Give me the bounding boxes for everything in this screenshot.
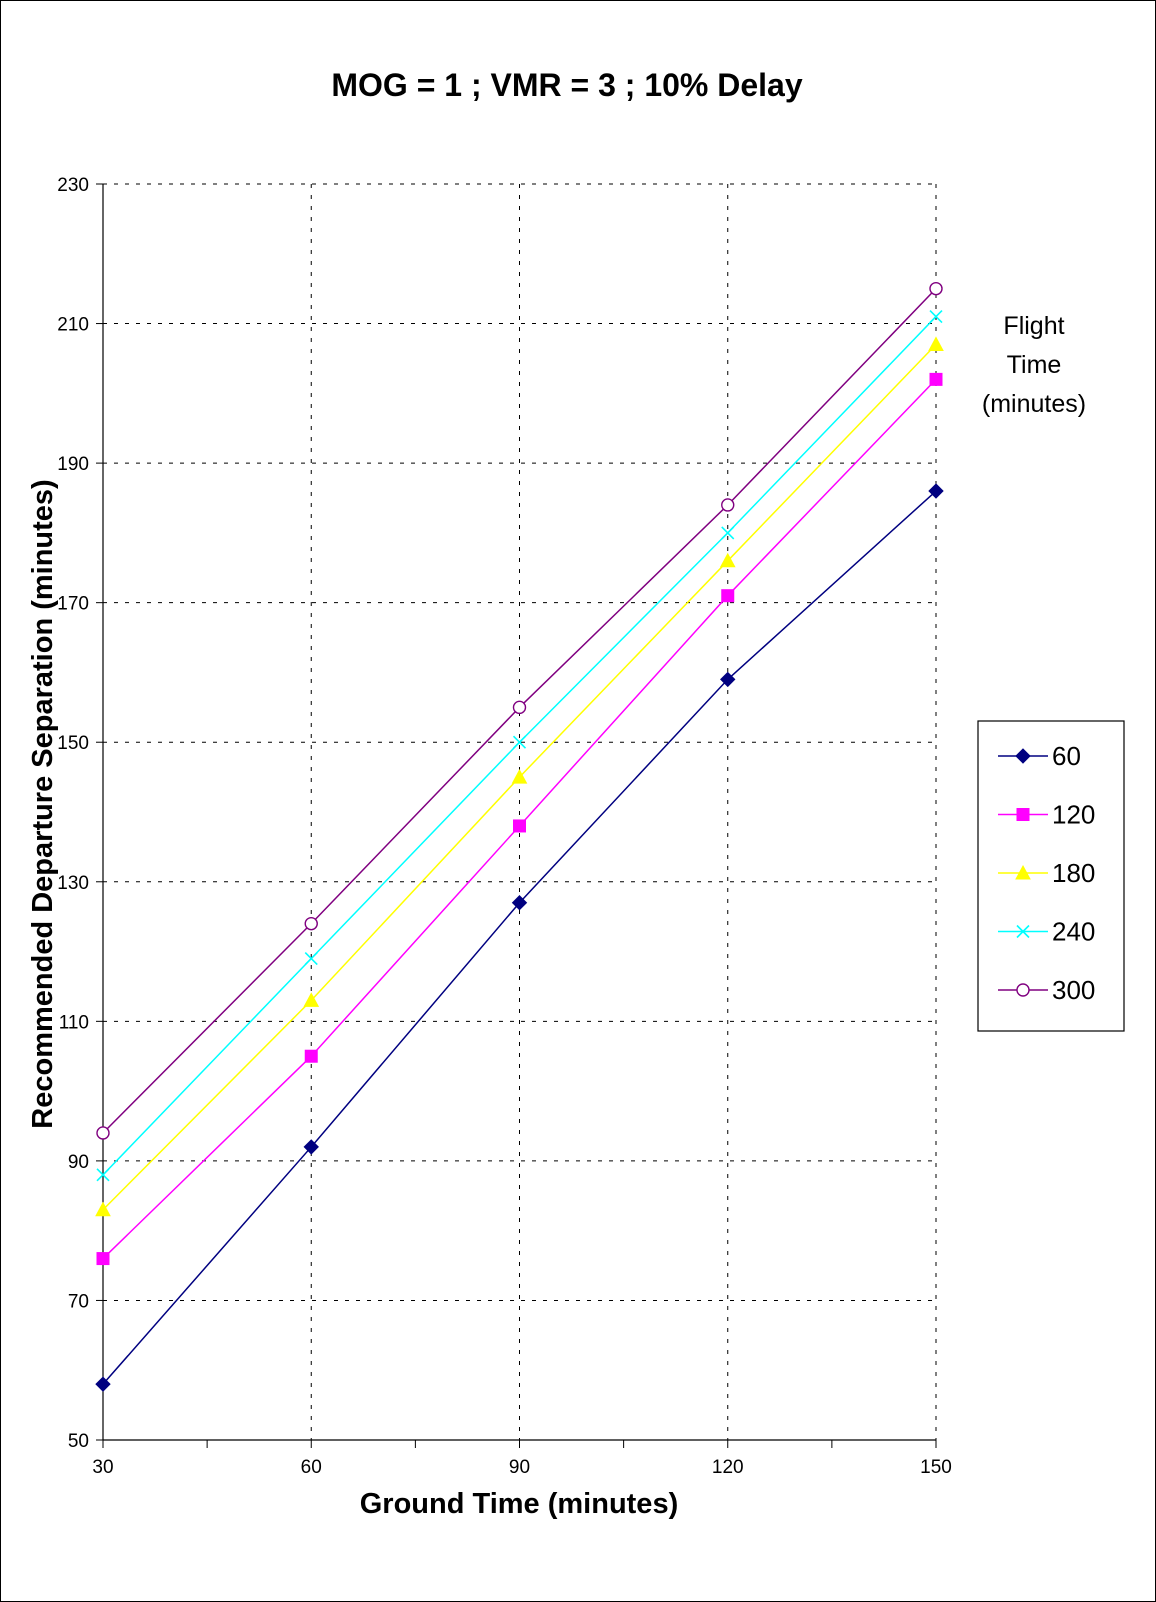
data-point-240 [721, 526, 735, 540]
y-tick-label: 230 [57, 175, 89, 196]
y-tick-label: 110 [59, 1012, 89, 1033]
series-120 [96, 372, 943, 1266]
y-tick-label: 170 [57, 594, 89, 615]
data-point-180 [303, 992, 320, 1007]
legend-label: 240 [1052, 917, 1095, 947]
y-tick-label: 190 [57, 454, 89, 475]
data-point-180 [95, 1201, 111, 1217]
x-tick-label: 60 [301, 1457, 322, 1478]
data-point-60 [511, 895, 528, 911]
legend-item-300: 300 [998, 975, 1095, 1005]
y-tick-label: 50 [68, 1431, 89, 1452]
data-point-240 [304, 951, 318, 966]
data-point-300 [304, 916, 318, 931]
data-point-240-stroke [512, 735, 527, 749]
data-point-120 [721, 589, 735, 603]
legend-item-180: 180 [998, 858, 1095, 888]
data-point-240-stroke [929, 310, 943, 324]
data-point-300 [512, 700, 527, 715]
data-point-240 [512, 735, 527, 749]
data-point-300 [721, 498, 735, 512]
legend-title: Flight Time (minutes) [982, 312, 1086, 418]
series-300 [96, 281, 943, 1140]
data-point-180 [511, 769, 528, 784]
legend-label: 300 [1052, 975, 1095, 1005]
series-60 [95, 483, 944, 1392]
y-tick-label: 130 [57, 873, 89, 894]
y-tick-label: 210 [57, 315, 89, 336]
data-point-180 [719, 552, 736, 568]
data-point-120 [96, 1252, 110, 1266]
tick-labels: 50 70 90 110 130 150 170 190 210 230 30 60 90 120 150 [57, 175, 952, 1478]
legend: 60 120 180 240 300 [977, 720, 1125, 1032]
series-line-120 [102, 378, 937, 1260]
y-tick-label: 150 [57, 733, 89, 754]
data-point-240 [96, 1168, 110, 1182]
legend-item-120: 120 [998, 800, 1095, 830]
legend-swatch-marker [1015, 748, 1031, 764]
data-point-60 [95, 1376, 111, 1392]
data-point-240 [929, 310, 943, 324]
data-point-120 [304, 1049, 318, 1063]
legend-label: 60 [1052, 741, 1081, 771]
grid-lines [103, 183, 937, 1440]
series-group [95, 281, 944, 1392]
legend-title-line: Flight [1003, 312, 1064, 340]
y-axis-title: Recommended Departure Separation (minute… [27, 479, 59, 1128]
data-point-120 [929, 372, 943, 386]
data-point-240-stroke [721, 526, 735, 540]
legend-swatch-marker [1015, 864, 1031, 880]
x-tick-label: 90 [509, 1457, 530, 1478]
x-tick-label: 30 [92, 1457, 113, 1478]
data-point-60 [720, 671, 736, 688]
data-point-60 [303, 1139, 319, 1155]
x-tick-label: 150 [920, 1457, 952, 1478]
chart-title: MOG = 1 ; VMR = 3 ; 10% Delay [331, 67, 802, 103]
y-tick-label: 70 [68, 1291, 89, 1312]
legend-label: 120 [1052, 800, 1095, 830]
legend-item-240: 240 [998, 917, 1095, 947]
legend-swatch-marker [1016, 983, 1030, 997]
series-240 [96, 310, 943, 1182]
data-point-300 [96, 1126, 110, 1140]
axes [96, 183, 937, 1448]
legend-box [977, 720, 1125, 1032]
data-point-240-stroke [304, 951, 318, 966]
legend-title-line: Time [1007, 351, 1062, 379]
series-180 [95, 336, 944, 1217]
legend-swatch-marker [1016, 808, 1030, 821]
x-axis-title: Ground Time (minutes) [360, 1488, 678, 1520]
data-point-180 [928, 336, 944, 351]
legend-label: 180 [1052, 858, 1095, 888]
y-tick-label: 90 [68, 1152, 89, 1173]
legend-swatch-marker [1016, 924, 1030, 939]
legend-swatch-marker-stroke [1016, 924, 1030, 939]
data-point-60 [928, 483, 944, 499]
data-point-240-stroke [96, 1168, 110, 1182]
legend-item-60: 60 [998, 741, 1081, 771]
x-tick-label: 120 [712, 1457, 744, 1478]
data-point-120 [513, 819, 526, 833]
data-point-300 [929, 281, 943, 296]
legend-title-line: (minutes) [982, 390, 1086, 418]
